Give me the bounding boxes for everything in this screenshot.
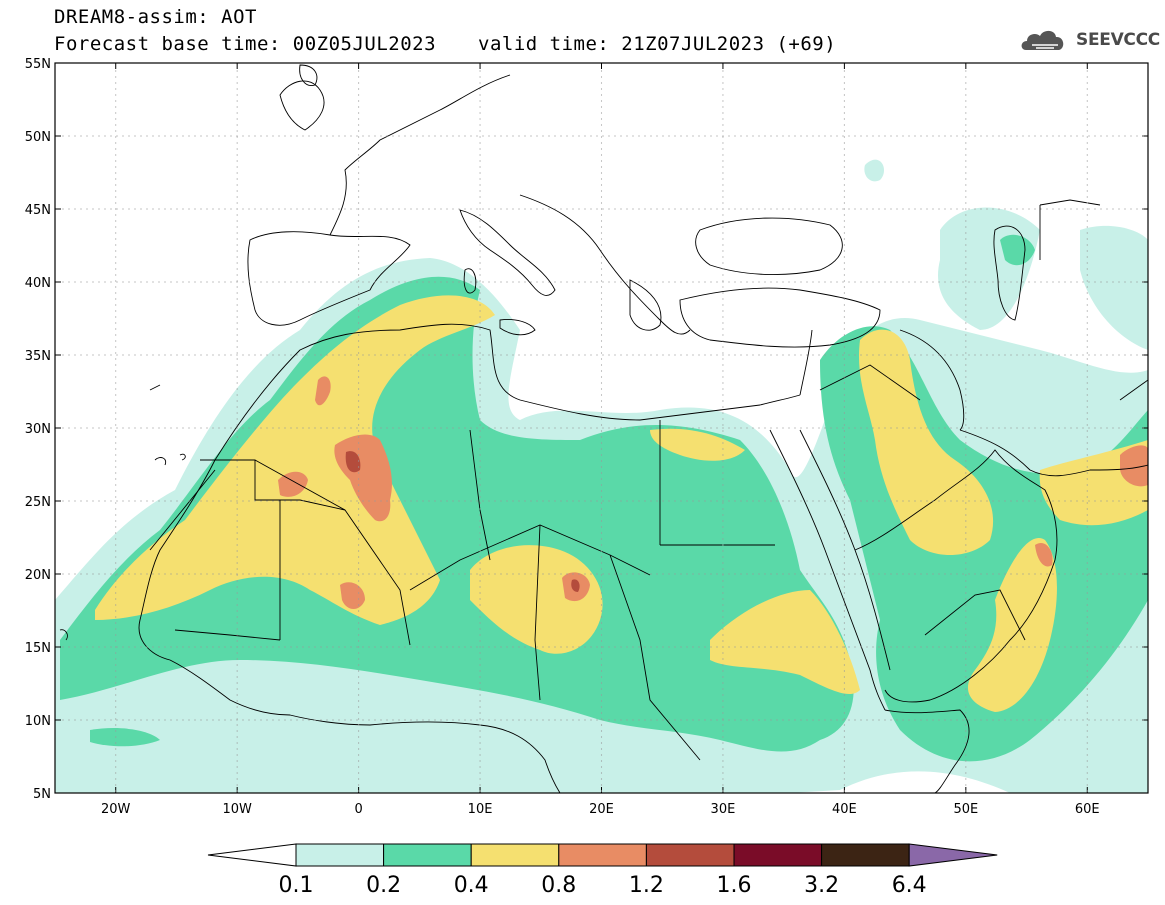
lat-tick-label: 30N bbox=[25, 422, 51, 437]
colorbar-above-triangle bbox=[908, 843, 998, 867]
forecast-base-time: Forecast base time: 00Z05JUL2023 bbox=[54, 33, 437, 55]
lon-tick-label: 0 bbox=[354, 802, 362, 817]
colorbar-level-label: 1.2 bbox=[629, 873, 664, 898]
lat-tick-label: 15N bbox=[25, 641, 51, 656]
seevccc-logo: SEEVCCC bbox=[1018, 25, 1160, 55]
colorbar-level-label: 6.4 bbox=[892, 873, 927, 898]
aot-layer-0.4 bbox=[95, 295, 1148, 712]
logo-text: SEEVCCC bbox=[1076, 30, 1160, 50]
colorbar-box bbox=[821, 843, 910, 867]
colorbar-box bbox=[558, 843, 647, 867]
colorbar-level-label: 0.2 bbox=[366, 873, 401, 898]
cloud-icon bbox=[1021, 30, 1064, 50]
lon-tick-label: 10W bbox=[222, 802, 252, 817]
lon-tick-label: 10E bbox=[468, 802, 493, 817]
colorbar-box bbox=[295, 843, 385, 867]
aot-colorbar: 0.1 0.2 0.4 0.8 1.2 1.6 3.2 6.4 bbox=[207, 843, 998, 898]
lat-tick-label: 40N bbox=[25, 276, 51, 291]
colorbar-box bbox=[470, 843, 560, 867]
coastlines-borders bbox=[59, 64, 1148, 793]
colorbar-level-label: 3.2 bbox=[804, 873, 839, 898]
colorbar-box bbox=[733, 843, 823, 867]
colorbar-level-label: 1.6 bbox=[717, 873, 752, 898]
lon-tick-label: 20E bbox=[589, 802, 614, 817]
lon-tick-label: 50E bbox=[953, 802, 978, 817]
lon-tick-label: 30E bbox=[711, 802, 736, 817]
lat-tick-label: 10N bbox=[25, 714, 51, 729]
colorbar-box bbox=[383, 843, 472, 867]
lat-tick-label: 50N bbox=[25, 130, 51, 145]
lat-tick-label: 20N bbox=[25, 568, 51, 583]
colorbar-level-label: 0.4 bbox=[454, 873, 489, 898]
valid-time: valid time: 21Z07JUL2023 (+69) bbox=[478, 33, 837, 55]
lat-tick-label: 35N bbox=[25, 349, 51, 364]
lat-tick-label: 5N bbox=[33, 787, 51, 802]
colorbar-box bbox=[645, 843, 735, 867]
lat-tick-label: 25N bbox=[25, 495, 51, 510]
lat-tick-label: 45N bbox=[25, 203, 51, 218]
lon-tick-label: 60E bbox=[1075, 802, 1100, 817]
colorbar-level-label: 0.1 bbox=[279, 873, 314, 898]
lon-tick-label: 20W bbox=[101, 802, 131, 817]
longitude-axis: 20W 10W 0 10E 20E 30E 40E 50E 60E bbox=[101, 63, 1100, 817]
colorbar-below-triangle bbox=[207, 843, 297, 867]
lon-tick-label: 40E bbox=[832, 802, 857, 817]
latitude-axis: 55N 50N 45N 40N 35N 30N 25N 20N 15N 10N 5N bbox=[25, 57, 1148, 802]
map-title: DREAM8-assim: AOT bbox=[54, 6, 257, 28]
colorbar-level-label: 0.8 bbox=[541, 873, 576, 898]
aot-contours bbox=[55, 159, 1148, 793]
aot-layer-1.2 bbox=[345, 451, 580, 592]
lat-tick-label: 55N bbox=[25, 57, 51, 72]
